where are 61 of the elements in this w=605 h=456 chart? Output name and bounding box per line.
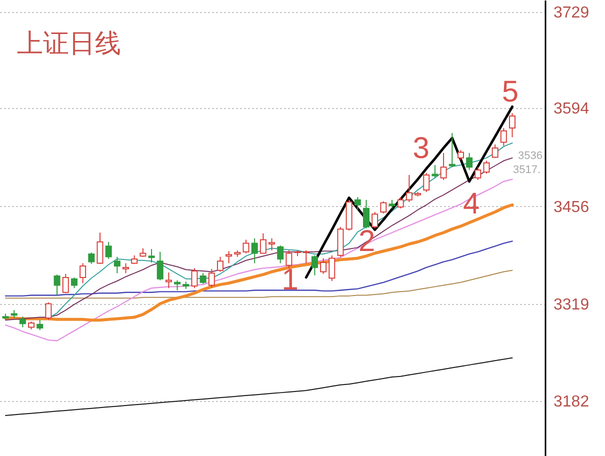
candlestick (88, 252, 95, 264)
candlestick (122, 262, 130, 274)
candlestick (226, 250, 232, 264)
candlestick (80, 262, 86, 284)
candlestick (440, 152, 447, 180)
candlestick (492, 144, 498, 158)
candlestick (466, 152, 473, 171)
candlestick (200, 272, 206, 284)
candlestick (423, 172, 430, 193)
candlestick (362, 199, 370, 229)
candlestick (105, 241, 112, 260)
candlestick (54, 274, 60, 296)
annotation: 5 (502, 76, 519, 109)
line-series (304, 105, 514, 279)
line-series (4, 178, 513, 342)
candlestick (509, 112, 516, 138)
y-tick-label: 3182 (554, 394, 590, 411)
candlestick (208, 268, 215, 288)
candlestick (268, 238, 276, 251)
y-tick-label: 3456 (554, 198, 590, 216)
candlestick (62, 273, 69, 294)
candlestick (500, 128, 507, 146)
candlestick (242, 239, 250, 254)
candlestick (191, 268, 198, 289)
candlestick (372, 211, 378, 229)
candlestick (302, 250, 310, 264)
y-tick-label: 3319 (554, 296, 590, 314)
candlestick (216, 256, 224, 272)
candlestick (328, 254, 336, 282)
candlestick (45, 302, 52, 321)
annotation: 3 (412, 132, 430, 166)
candlestick (260, 232, 266, 254)
candlestick (286, 250, 292, 269)
candlestick (96, 232, 104, 264)
text: 上证日线 (17, 29, 121, 59)
candlestick (277, 244, 284, 264)
candlestick (483, 160, 490, 174)
candlestick (406, 174, 412, 203)
candlestick (114, 256, 120, 274)
candlestick (174, 280, 181, 291)
y-tick-label: 3729 (554, 4, 590, 22)
candlestick (380, 200, 387, 214)
candlestick (448, 132, 456, 168)
annotation: 1 (282, 263, 298, 296)
candlestick (311, 254, 318, 276)
candlestick (70, 276, 78, 289)
candlestick (354, 196, 361, 210)
line-series (5, 270, 513, 299)
candlestick (397, 196, 404, 209)
text: 3536 (518, 150, 542, 162)
candlestick (36, 320, 44, 331)
candlestick (320, 258, 327, 274)
candlestick (148, 248, 155, 263)
y-tick-label: 3594 (554, 100, 590, 118)
line-series (5, 357, 513, 416)
candlestick (251, 238, 258, 264)
candlestick (457, 150, 464, 161)
candlestick (474, 166, 482, 180)
annotation: 3517. (513, 164, 541, 176)
candlestick (19, 316, 26, 328)
candlestick (156, 251, 164, 281)
